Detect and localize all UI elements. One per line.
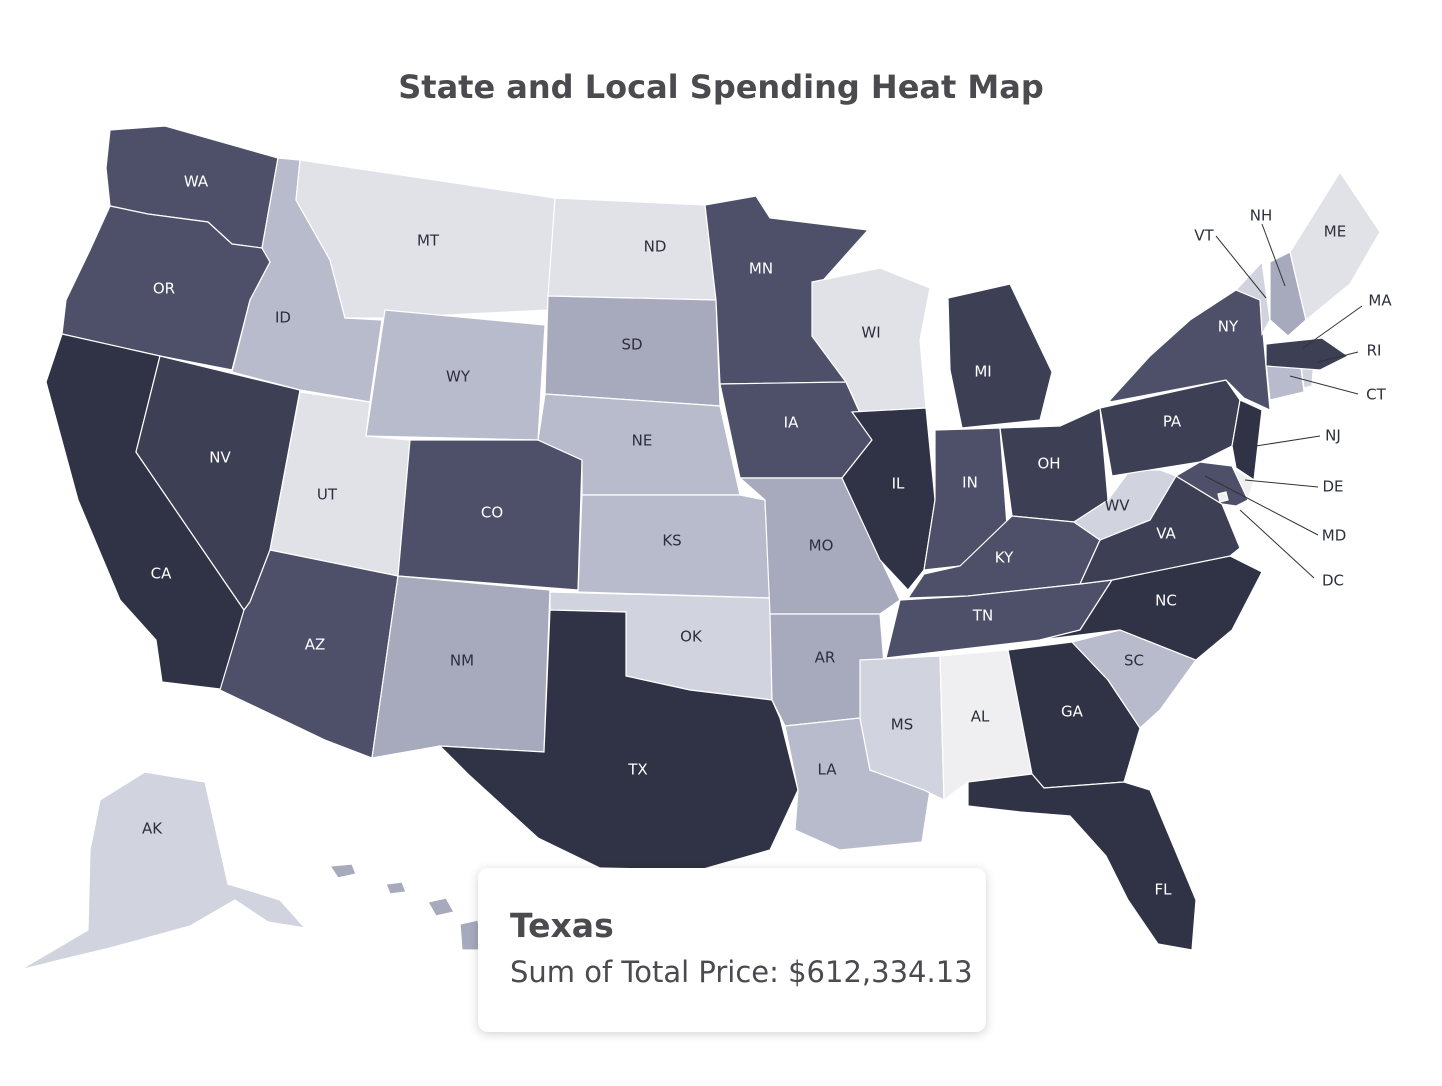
state-label-ny: NY [1218,318,1239,336]
state-label-mi: MI [974,363,991,381]
state-label-or: OR [153,280,175,298]
state-label-la: LA [818,761,838,779]
state-label-vt: VT [1194,227,1214,245]
state-label-me: ME [1324,223,1346,241]
state-label-nd: ND [644,238,667,256]
state-nh[interactable] [1269,251,1307,337]
state-label-ky: KY [995,549,1014,567]
state-label-nc: NC [1155,592,1177,610]
state-label-nh: NH [1250,207,1273,225]
state-label-nv: NV [209,449,231,467]
state-label-ne: NE [632,432,653,450]
state-label-ma: MA [1368,292,1392,310]
state-co[interactable] [397,439,583,591]
state-label-mo: MO [809,537,834,555]
state-label-ar: AR [815,649,836,667]
state-label-ut: UT [317,486,338,504]
state-dc[interactable] [1217,491,1229,503]
state-il[interactable] [841,407,936,591]
state-tx[interactable] [438,609,799,871]
state-label-ri: RI [1367,342,1382,360]
state-ma[interactable] [1265,337,1350,371]
state-label-in: IN [962,474,978,492]
state-label-ia: IA [784,414,799,432]
state-label-va: VA [1156,525,1176,543]
state-label-de: DE [1322,478,1343,496]
state-label-pa: PA [1163,413,1182,431]
state-mi[interactable] [947,283,1053,429]
state-label-wi: WI [861,324,880,342]
state-vt[interactable] [1234,260,1271,337]
state-label-fl: FL [1155,881,1173,899]
state-hi[interactable] [328,863,483,951]
state-label-id: ID [275,309,291,327]
state-label-al: AL [971,708,990,726]
state-label-nm: NM [450,652,474,670]
state-label-tx: TX [627,761,647,779]
state-me[interactable] [1289,170,1381,322]
state-label-dc: DC [1322,572,1344,590]
state-tooltip: Texas Sum of Total Price: $612,334.13 [478,868,986,1032]
state-label-sd: SD [621,336,642,354]
state-md[interactable] [1174,461,1249,507]
state-nd[interactable] [547,197,717,301]
state-label-wa: WA [184,173,209,191]
state-label-ok: OK [680,628,703,646]
state-label-tn: TN [972,607,993,625]
state-ak[interactable] [19,771,307,971]
state-label-ak: AK [142,820,163,838]
state-label-il: IL [892,475,905,493]
state-label-nj: NJ [1325,427,1341,445]
state-label-wy: WY [446,368,471,386]
state-label-co: CO [481,504,503,522]
tooltip-total-price: Sum of Total Price: $612,334.13 [510,955,973,989]
state-label-md: MD [1322,527,1347,545]
state-label-ga: GA [1061,703,1084,721]
map-title: State and Local Spending Heat Map [398,68,1044,106]
state-label-ks: KS [662,532,681,550]
tooltip-state-name: Texas [510,906,614,945]
state-label-mn: MN [749,260,773,278]
state-label-ct: CT [1366,386,1386,404]
state-label-oh: OH [1037,455,1060,473]
state-fl[interactable] [967,773,1197,951]
state-label-az: AZ [305,636,326,654]
state-nj[interactable] [1231,399,1263,482]
state-label-sc: SC [1124,652,1144,670]
state-label-mt: MT [417,232,440,250]
state-label-ms: MS [891,716,913,734]
state-label-wv: WV [1104,497,1130,515]
state-label-ca: CA [151,565,172,583]
